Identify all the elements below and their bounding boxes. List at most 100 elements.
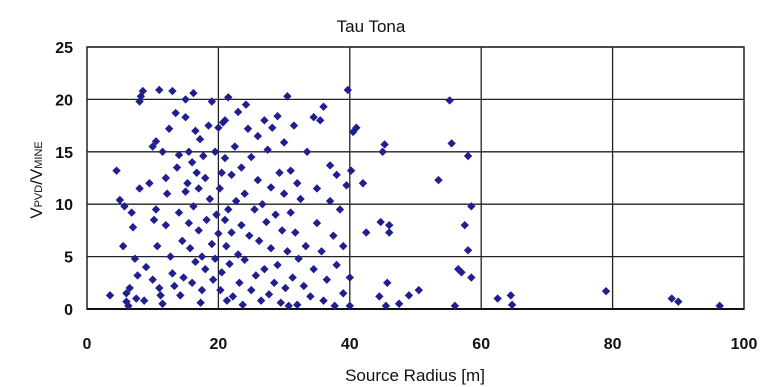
data-point	[258, 200, 267, 209]
y-axis-label-part: /V	[27, 168, 46, 185]
data-point	[155, 85, 164, 95]
data-point	[207, 97, 217, 106]
data-point	[222, 296, 232, 305]
data-point	[184, 147, 194, 156]
x-tick-label: 20	[210, 336, 228, 353]
data-point	[192, 168, 201, 177]
data-point	[283, 247, 292, 256]
data-point	[194, 226, 203, 235]
data-point	[383, 278, 392, 287]
data-point	[135, 184, 144, 193]
data-point	[124, 301, 133, 311]
x-tick-label: 0	[83, 336, 92, 353]
data-point	[493, 294, 502, 303]
data-point	[317, 247, 326, 256]
data-point	[378, 147, 387, 156]
data-point	[145, 179, 154, 188]
data-point	[460, 220, 469, 230]
y-tick-label: 15	[55, 145, 73, 162]
data-point	[284, 301, 293, 311]
data-point	[457, 268, 466, 277]
data-point	[507, 300, 517, 310]
data-point	[339, 289, 348, 298]
data-point	[253, 131, 263, 141]
plot-area	[86, 46, 745, 310]
data-point	[148, 142, 157, 151]
data-point	[240, 255, 249, 264]
y-axis-label-part: PVD	[33, 185, 45, 208]
data-point	[316, 116, 325, 125]
data-point	[414, 285, 423, 295]
data-point	[133, 271, 142, 280]
data-point	[168, 86, 177, 96]
data-point	[238, 300, 247, 310]
y-tick-label: 20	[55, 92, 73, 109]
data-point	[216, 285, 225, 295]
data-point	[288, 273, 297, 282]
data-point	[362, 228, 371, 237]
data-point	[189, 202, 198, 211]
x-tick-label: 100	[731, 336, 758, 353]
data-point	[319, 102, 328, 111]
data-point	[279, 189, 289, 198]
data-point	[271, 210, 280, 219]
data-point	[222, 241, 231, 251]
data-point	[309, 264, 318, 274]
data-point	[667, 294, 676, 303]
data-point	[253, 175, 263, 185]
data-point	[345, 273, 354, 282]
data-point	[241, 100, 251, 109]
data-point	[380, 140, 389, 149]
data-point	[352, 123, 361, 132]
data-point	[187, 278, 197, 287]
data-point	[115, 195, 125, 205]
data-point	[601, 286, 611, 296]
data-point	[506, 291, 515, 300]
data-point	[385, 228, 394, 237]
data-point	[332, 260, 341, 270]
x-tick-label: 60	[472, 336, 490, 353]
data-point	[191, 126, 200, 136]
data-point	[191, 257, 200, 267]
data-point	[293, 179, 302, 188]
x-axis-label: Source Radius [m]	[345, 366, 485, 385]
data-point	[158, 147, 167, 156]
data-point	[197, 285, 207, 295]
data-point	[230, 142, 240, 151]
data-point	[247, 285, 256, 295]
data-point	[275, 168, 284, 177]
data-point	[467, 202, 476, 211]
data-point	[127, 208, 136, 217]
y-tick-label: 0	[64, 302, 73, 319]
data-point	[225, 259, 234, 269]
data-point	[214, 229, 223, 238]
data-point	[120, 202, 129, 211]
data-point	[674, 297, 683, 306]
data-point	[319, 296, 328, 305]
data-point	[264, 290, 274, 299]
data-point	[185, 244, 195, 253]
data-point	[434, 175, 443, 185]
data-points	[105, 85, 724, 311]
data-point	[122, 289, 131, 298]
data-point	[277, 226, 287, 235]
x-tick-label: 40	[341, 336, 359, 353]
y-axis-label-part: V	[27, 207, 46, 219]
data-point	[322, 275, 332, 284]
data-point	[195, 135, 205, 144]
data-point	[224, 205, 233, 214]
data-point	[247, 152, 256, 162]
data-point	[208, 275, 218, 284]
data-point	[196, 298, 205, 307]
data-point	[330, 301, 339, 311]
data-point	[289, 121, 299, 130]
data-point	[227, 228, 236, 237]
data-point	[263, 145, 272, 154]
data-point	[404, 291, 414, 300]
data-point	[201, 264, 210, 274]
data-point	[170, 281, 179, 291]
data-point	[348, 127, 358, 137]
data-point	[162, 189, 172, 198]
data-point	[171, 108, 180, 118]
data-point	[168, 269, 177, 278]
